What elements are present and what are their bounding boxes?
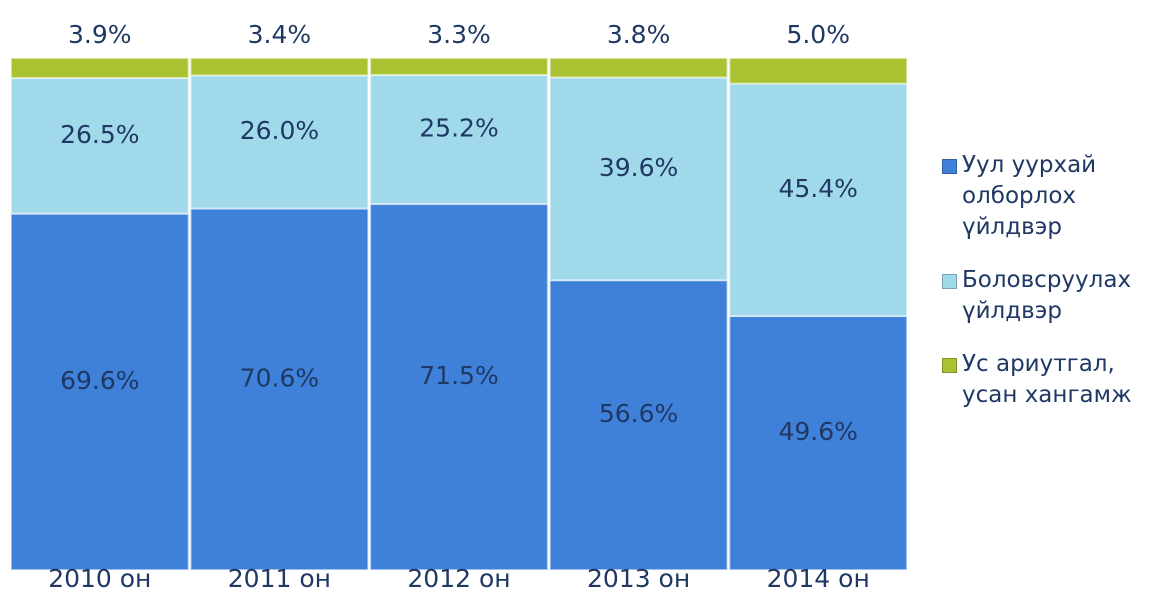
bar-segment: [369, 73, 549, 205]
bar-segment: [548, 76, 729, 282]
data-label: 3.4%: [248, 20, 312, 49]
legend: Уул уурхай олборлох үйлдвэр Боловсруулах …: [942, 150, 1174, 433]
x-tick-label: 2012 он: [407, 564, 510, 593]
data-label: 71.5%: [419, 361, 498, 390]
legend-label: Уул уурхай олборлох үйлдвэр: [962, 152, 1097, 240]
bar-segment: [728, 82, 909, 318]
data-label: 26.5%: [60, 120, 139, 149]
data-label: 3.8%: [607, 20, 671, 49]
data-label: 39.6%: [599, 153, 678, 182]
legend-item: Боловсруулах үйлдвэр: [942, 265, 1174, 327]
data-label: 45.4%: [778, 174, 857, 203]
legend-swatch: [942, 159, 957, 174]
data-label: 5.0%: [786, 20, 850, 49]
bar-segment: [369, 202, 549, 571]
x-tick-label: 2014 он: [767, 564, 870, 593]
legend-label: Ус ариутгал, усан хангамж: [962, 351, 1132, 408]
data-label: 25.2%: [419, 113, 498, 142]
bar-segment: [10, 57, 190, 79]
legend-swatch: [942, 274, 957, 289]
bar-segment: [369, 57, 549, 76]
data-label: 56.6%: [599, 399, 678, 428]
x-tick-label: 2011 он: [228, 564, 331, 593]
x-tick-label: 2013 он: [587, 564, 690, 593]
bar-segment: [728, 57, 909, 85]
data-label: 3.3%: [427, 20, 491, 49]
bar-segment: [189, 57, 370, 77]
bar-segment: [189, 207, 370, 571]
legend-label: Боловсруулах үйлдвэр: [962, 267, 1132, 324]
x-tick-label: 2010 он: [48, 564, 151, 593]
bar-segment: [189, 74, 370, 210]
data-label: 26.0%: [240, 116, 319, 145]
legend-item: Ус ариутгал, усан хангамж: [942, 349, 1174, 411]
data-label: 69.6%: [60, 366, 139, 395]
data-label: 49.6%: [778, 417, 857, 446]
bar-segment: [548, 57, 729, 79]
data-label: 70.6%: [240, 363, 319, 392]
data-label: 3.9%: [68, 20, 132, 49]
bar-segment: [548, 279, 729, 571]
bar-segment: [10, 212, 190, 571]
legend-swatch: [942, 358, 957, 373]
bar-segment: [728, 315, 909, 571]
legend-item: Уул уурхай олборлох үйлдвэр: [942, 150, 1174, 243]
